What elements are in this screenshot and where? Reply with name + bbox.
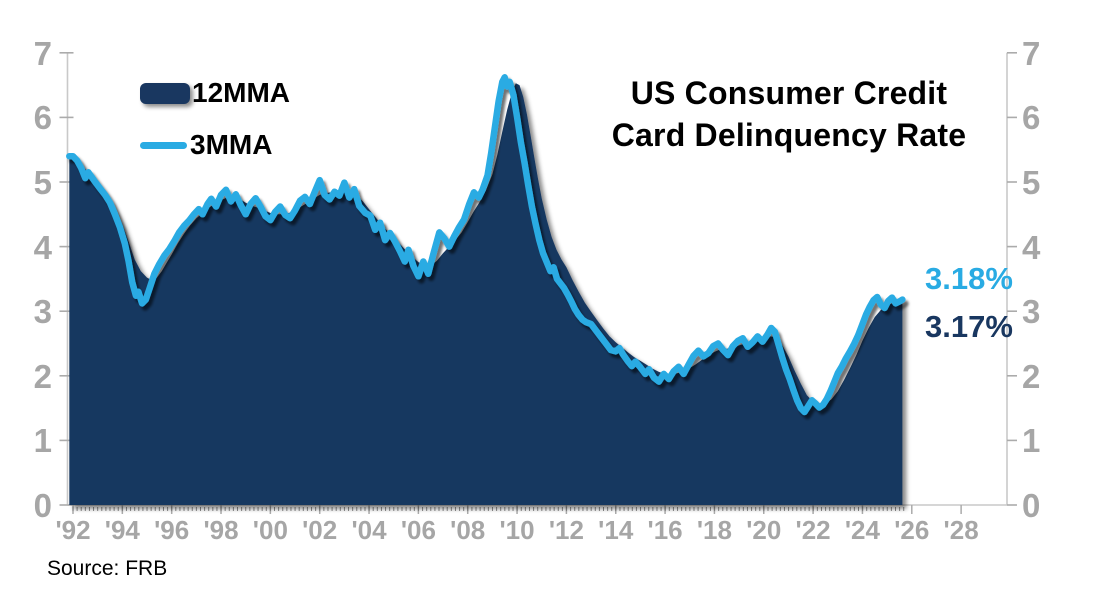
end-value-label-3mma: 3.18% [925,261,1013,296]
x-tick-label: '02 [302,515,338,545]
x-tick-label: '14 [598,515,634,545]
y-tick-label: 5 [33,164,52,201]
y-tick-label: 1 [33,422,52,460]
x-tick-label: '98 [203,515,239,545]
x-tick-label: '18 [696,515,732,545]
y-tick-label: 6 [1022,99,1041,137]
y-tick-label: 1 [1022,422,1041,460]
chart-title-line1: US Consumer Credit [630,75,948,111]
x-tick-label: '16 [647,515,683,545]
legend-label-12mma: 12MMA [192,77,291,108]
x-tick-label: '28 [943,515,979,545]
y-tick-label: 5 [1022,164,1041,201]
x-tick-label: '20 [746,515,782,545]
area-series-12mma [69,83,903,505]
x-tick-label: '04 [351,515,387,545]
x-tick-label: '22 [795,515,831,545]
y-tick-label: 3 [33,293,52,331]
y-tick-label: 4 [33,228,52,266]
x-tick-label: '08 [450,515,486,545]
legend-label-3mma: 3MMA [190,129,273,160]
x-tick-label: '92 [55,515,91,545]
x-tick-label: '96 [154,515,190,545]
line-series-3mma [66,74,906,416]
line-swatch-icon [140,141,187,149]
legend: 12MMA 3MMA [140,76,380,180]
y-tick-label: 4 [1022,228,1041,266]
chart-title-line2: Card Delinquency Rate [611,117,967,153]
x-tick-label: '06 [400,515,436,545]
x-tick-label: '26 [894,515,930,545]
x-tick-label: '94 [104,515,140,545]
legend-item-3mma: 3MMA [140,128,380,162]
series [66,74,906,505]
x-tick-label: '00 [252,515,288,545]
y-tick-label: 7 [33,34,52,72]
end-value-label-12mma: 3.17% [925,309,1013,344]
y-tick-label: 6 [33,99,52,137]
source-note: Source: FRB [47,557,168,580]
y-tick-label: 2 [1022,357,1041,395]
x-tick-label: '12 [548,515,584,545]
y-tick-label: 3 [1022,293,1041,331]
y-tick-label: 0 [1022,487,1041,524]
chart-title: US Consumer Credit Card Delinquency Rate [598,72,980,156]
x-tick-label: '10 [499,515,535,545]
y-tick-label: 7 [1022,34,1041,72]
legend-item-12mma: 12MMA [140,76,380,110]
area-swatch-icon [140,82,190,104]
x-tick-label: '24 [844,515,880,545]
y-tick-label: 2 [33,357,52,395]
y-tick-label: 0 [33,487,52,524]
